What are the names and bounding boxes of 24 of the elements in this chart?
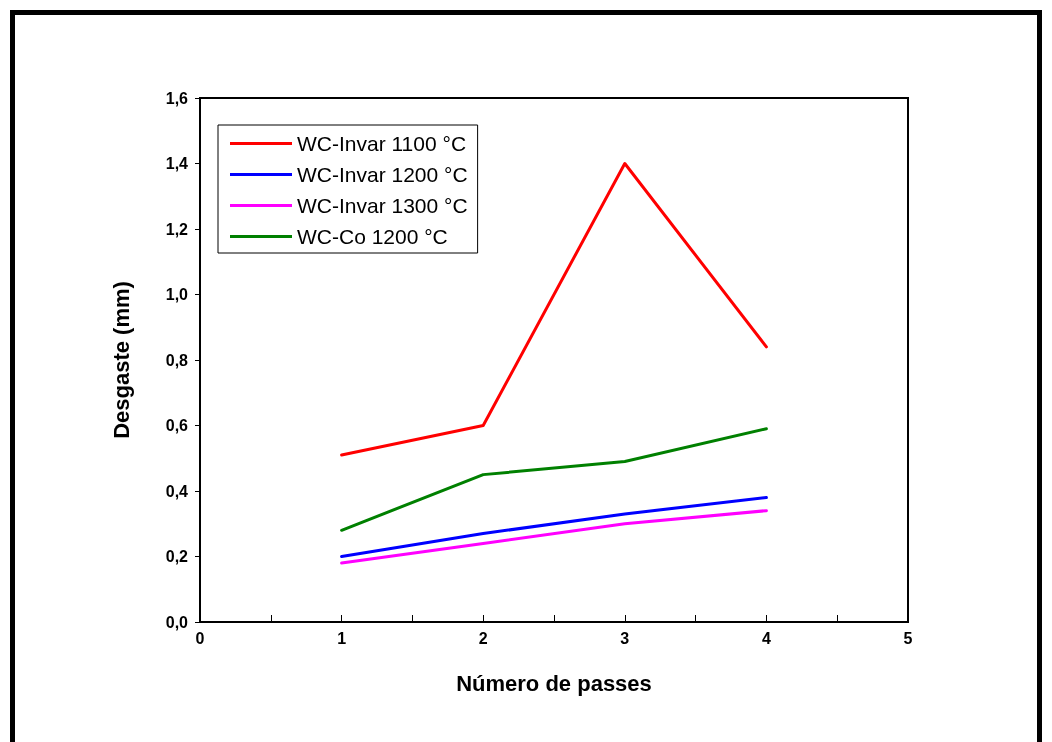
y-tick-label: 0,0 xyxy=(165,613,189,631)
x-tick-label: 5 xyxy=(903,629,913,647)
y-tick-label: 1,4 xyxy=(165,155,189,172)
x-tick-label: 1 xyxy=(337,629,347,647)
y-tick-label: 0,4 xyxy=(165,482,189,500)
y-tick-label: 0,6 xyxy=(165,417,189,434)
x-tick-label: 4 xyxy=(761,629,771,647)
x-axis-title: Número de passes xyxy=(456,670,652,696)
line-series xyxy=(340,496,768,558)
line-series xyxy=(340,427,768,532)
y-tick-label: 1,0 xyxy=(165,286,189,303)
legend-label: WC-Invar 1100 °C xyxy=(297,132,467,155)
y-tick-label: 0,2 xyxy=(165,548,189,565)
legend-label: WC-Invar 1300 °C xyxy=(297,194,468,217)
y-axis-title: Desgaste (mm) xyxy=(108,281,134,439)
y-tick-label: 1,6 xyxy=(165,89,189,107)
line-series xyxy=(340,509,768,565)
legend-label: WC-Co 1200 °C xyxy=(297,225,448,248)
x-tick-label: 3 xyxy=(620,629,630,647)
x-tick-label: 0 xyxy=(195,629,205,647)
x-tick-label: 2 xyxy=(478,629,488,647)
y-tick-label: 0,8 xyxy=(165,351,189,369)
legend-label: WC-Invar 1200 °C xyxy=(297,163,468,186)
y-tick-label: 1,2 xyxy=(165,220,189,238)
